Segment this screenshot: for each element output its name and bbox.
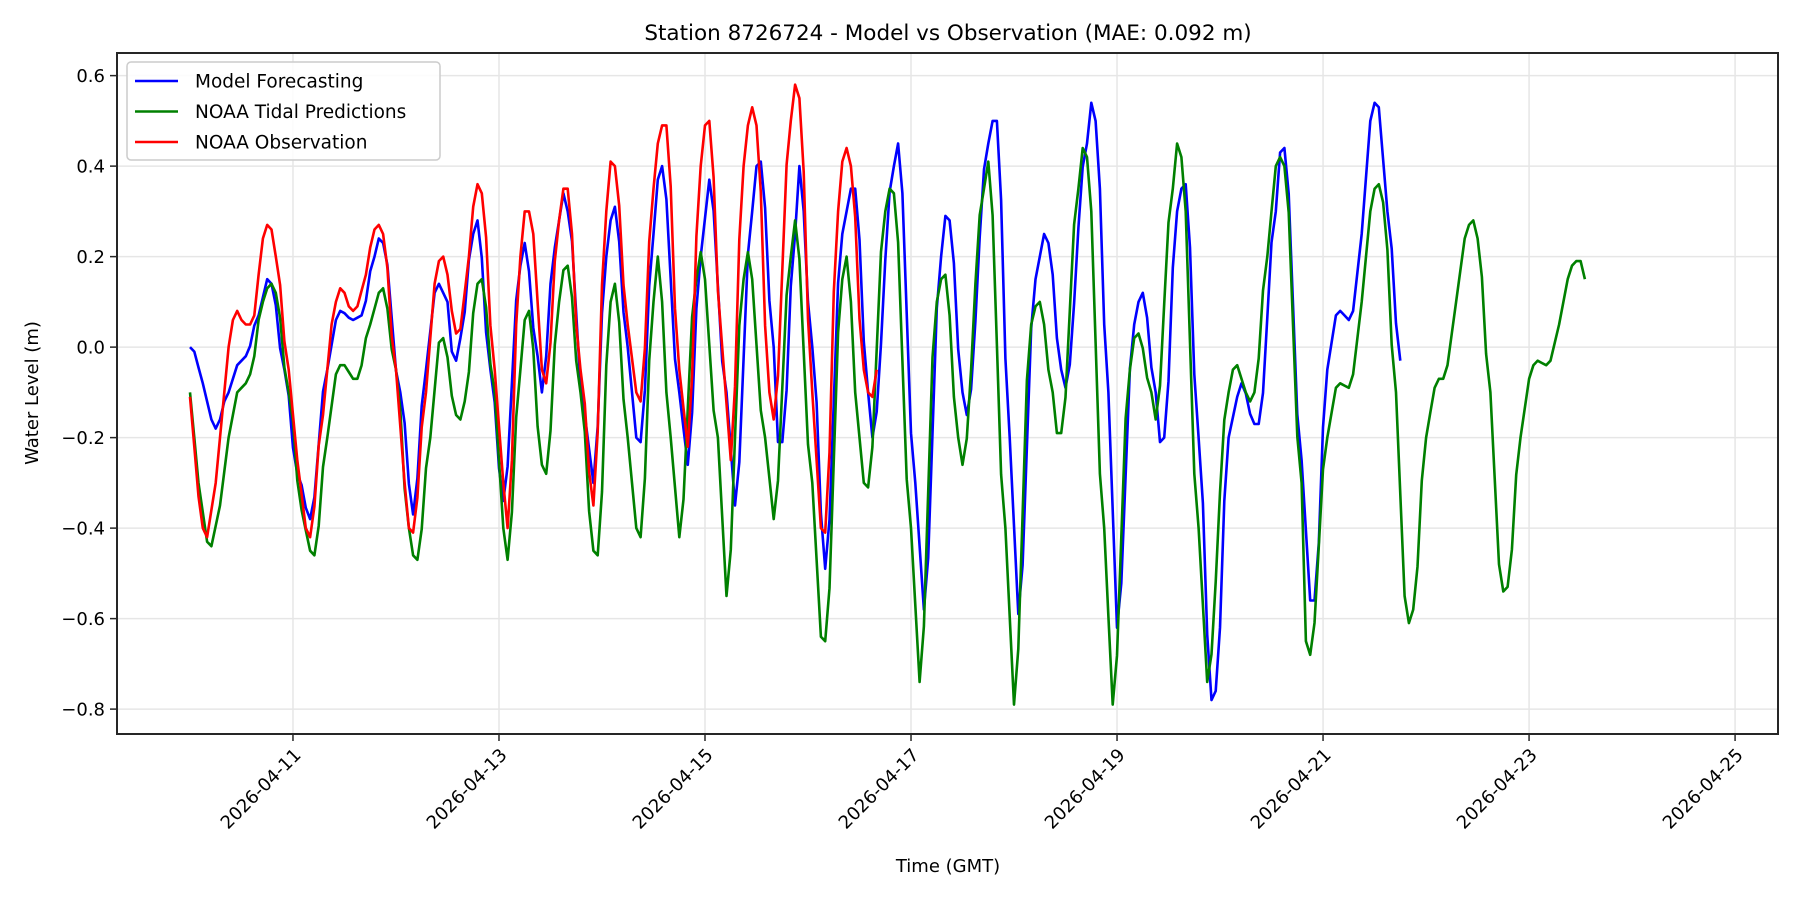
axes-frame [116, 52, 1779, 735]
series-line-noaa-observation [188, 83, 878, 539]
y-tick-label: −0.6 [61, 609, 105, 630]
y-axis: 0.6 0.4 0.2 0.0 −0.2 −0.4 −0.6 −0.8 [61, 66, 117, 721]
y-tick-label: 0.2 [76, 247, 105, 268]
y-axis-label: Water Level (m) [22, 321, 43, 465]
legend-label-noaa-observation: NOAA Observation [195, 133, 367, 154]
y-tick-label: −0.4 [61, 519, 105, 540]
plot-area [188, 83, 1587, 706]
y-tick-label: 0.0 [76, 338, 105, 359]
y-tick-label: 0.6 [76, 66, 105, 87]
y-tick-label: −0.8 [61, 700, 105, 721]
grid-lines [117, 53, 1778, 734]
legend-label-model-forecasting: Model Forecasting [195, 72, 363, 93]
legend-label-noaa-tidal-predictions: NOAA Tidal Predictions [195, 102, 406, 123]
series-line-noaa-tidal-predictions [188, 142, 1587, 706]
x-axis-label: Time (GMT) [895, 856, 1000, 877]
legend: Model Forecasting NOAA Tidal Predictions N… [126, 61, 441, 161]
chart-title: Station 8726724 - Model vs Observation (… [644, 21, 1251, 46]
y-tick-label: 0.4 [76, 157, 105, 178]
y-tick-label: −0.2 [61, 428, 105, 449]
legend-box [126, 61, 441, 161]
